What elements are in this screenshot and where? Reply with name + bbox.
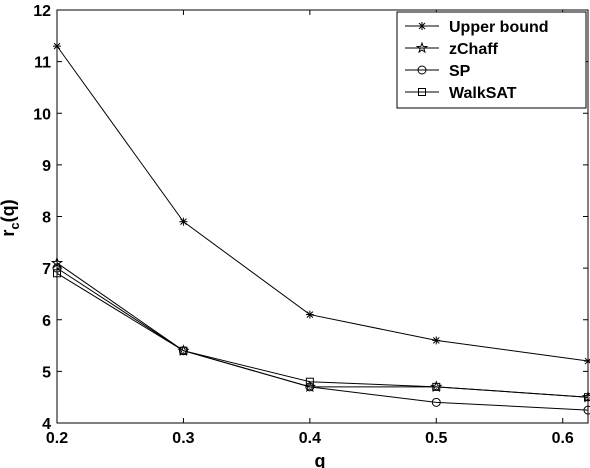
y-tick-label: 8 — [42, 210, 51, 227]
y-tick-label: 9 — [42, 158, 51, 175]
legend-marker — [417, 65, 427, 75]
legend-label: zChaff — [449, 41, 499, 58]
data-point-2 — [431, 397, 441, 407]
y-tick-label: 7 — [42, 261, 51, 278]
x-tick-label: 0.2 — [46, 430, 68, 447]
data-point-2 — [305, 382, 315, 392]
data-point-0 — [179, 217, 188, 226]
data-point-3 — [179, 346, 188, 355]
y-tick-label: 11 — [34, 55, 51, 72]
series-line-1 — [56, 262, 589, 398]
y-tick-label: 12 — [33, 3, 51, 20]
y-axis-label-tail: (q) — [0, 199, 18, 222]
data-point-3 — [53, 269, 61, 278]
data-point-2 — [583, 405, 590, 415]
legend-marker — [418, 88, 426, 96]
y-axis-label: rc(q) — [0, 199, 22, 236]
x-tick-label: 0.3 — [172, 430, 194, 447]
y-tick-label: 4 — [42, 416, 51, 433]
legend-label: WalkSAT — [449, 85, 517, 102]
x-tick-label: 0.5 — [425, 430, 447, 447]
y-axis-label-main: r — [0, 230, 18, 237]
y-tick-label: 10 — [33, 106, 51, 123]
y-tick-label: 5 — [42, 364, 51, 381]
data-point-0 — [53, 42, 61, 51]
data-point-2 — [52, 263, 62, 273]
legend-marker — [418, 22, 426, 30]
legend: Upper bound zChaff SP WalkSAT — [396, 11, 587, 109]
data-point-1 — [50, 256, 64, 269]
legend-marker — [415, 41, 429, 54]
data-point-0 — [432, 336, 441, 345]
data-point-0 — [305, 310, 314, 319]
legend-label: SP — [449, 63, 471, 80]
data-point-3 — [584, 393, 590, 402]
y-axis-label-sub: c — [7, 222, 22, 229]
data-point-3 — [305, 377, 314, 386]
series-line-2 — [56, 267, 589, 411]
legend-label: Upper bound — [449, 19, 549, 36]
data-point-3 — [432, 382, 441, 391]
y-tick-label: 6 — [42, 313, 51, 330]
data-point-0 — [584, 357, 590, 366]
x-tick-label: 0.6 — [552, 430, 574, 447]
x-tick-label: 0.4 — [299, 430, 321, 447]
x-axis-label: q — [315, 451, 326, 468]
series-line-3 — [56, 272, 589, 398]
